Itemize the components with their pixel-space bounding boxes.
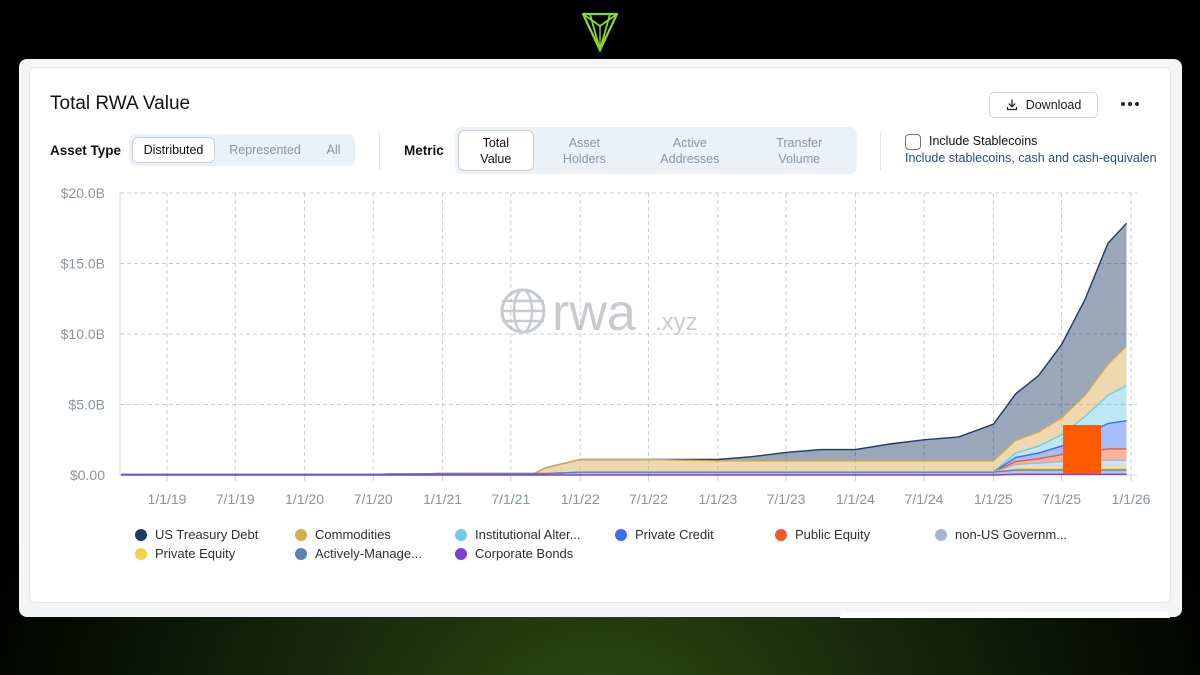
legend-swatch: [615, 528, 627, 541]
x-tick-label: 7/1/22: [629, 491, 668, 507]
x-tick-label: 1/1/25: [974, 491, 1013, 507]
area-us-treasury-debt: [121, 223, 1127, 475]
highlight-marker: [1063, 425, 1101, 474]
download-button[interactable]: Download: [989, 92, 1098, 118]
line-corporate-bonds: [121, 473, 1127, 476]
legend-item[interactable]: non-US Governm...: [935, 527, 1067, 542]
y-tick-label: $15.0B: [61, 256, 105, 272]
x-tick-label: 1/1/20: [285, 491, 324, 507]
metric-label: Metric: [404, 143, 444, 158]
include-stablecoins-description: Include stablecoins, cash and cash-equiv…: [905, 151, 1157, 165]
metric-segmented: Total Value Asset Holders Active Addresses …: [455, 127, 857, 174]
x-tick-label: 1/1/23: [698, 491, 737, 507]
asset-type-segmented: Distributed Represented All: [129, 134, 355, 166]
x-tick-label: 1/1/22: [561, 491, 600, 507]
asset-type-represented[interactable]: Represented: [229, 143, 301, 157]
legend-item[interactable]: Institutional Alter...: [455, 527, 581, 542]
x-tick-label: 1/1/26: [1112, 491, 1151, 507]
include-stablecoins-label[interactable]: Include Stablecoins: [929, 134, 1038, 148]
legend-swatch: [135, 547, 147, 560]
metric-asset-holders[interactable]: Asset Holders: [562, 135, 606, 166]
legend-label: Corporate Bonds: [475, 546, 574, 561]
legend-item[interactable]: Private Equity: [135, 546, 235, 561]
x-tick-label: 7/1/19: [216, 491, 255, 507]
legend-item[interactable]: Corporate Bonds: [455, 546, 573, 561]
x-tick-label: 7/1/24: [905, 491, 944, 507]
legend-label: Public Equity: [795, 527, 871, 542]
x-tick-label: 1/1/24: [836, 491, 875, 507]
y-tick-label: $20.0B: [61, 185, 105, 201]
metric-transfer-volume[interactable]: Transfer Volume: [776, 135, 823, 166]
watermark-text: rwa: [552, 284, 636, 342]
include-stablecoins-checkbox[interactable]: [905, 134, 921, 150]
legend-item[interactable]: US Treasury Debt: [135, 527, 258, 542]
asset-type-all[interactable]: All: [326, 143, 341, 157]
y-tick-label: $10.0B: [61, 326, 105, 342]
x-tick-label: 7/1/23: [767, 491, 806, 507]
legend-swatch: [455, 547, 467, 560]
watermark-logo: rwa .xyz: [500, 284, 698, 342]
legend-label: Commodities: [315, 527, 391, 542]
y-tick-label: $5.0B: [68, 397, 105, 413]
x-tick-label: 1/1/19: [148, 491, 187, 507]
x-tick-label: 7/1/25: [1042, 491, 1081, 507]
legend-item[interactable]: Commodities: [295, 527, 391, 542]
page-title: Total RWA Value: [50, 93, 191, 114]
x-tick-label: 7/1/21: [491, 491, 530, 507]
brand-logo-icon: [581, 12, 619, 52]
y-tick-label: $0.00: [70, 467, 105, 483]
card-edge-strip: [840, 612, 1170, 618]
legend-label: non-US Governm...: [955, 527, 1067, 542]
legend-label: Actively-Manage...: [315, 546, 422, 561]
metric-active-addresses[interactable]: Active Addresses: [660, 135, 720, 166]
divider: [379, 132, 380, 170]
more-horizontal-icon[interactable]: [1121, 102, 1139, 106]
legend-swatch: [455, 528, 467, 541]
line-actively-managed-strategies: [121, 469, 1127, 475]
legend-swatch: [935, 528, 947, 541]
legend-item[interactable]: Private Credit: [615, 527, 714, 542]
legend-swatch: [295, 528, 307, 541]
legend-swatch: [295, 547, 307, 560]
legend-item[interactable]: Actively-Manage...: [295, 546, 422, 561]
x-tick-label: 1/1/21: [423, 491, 462, 507]
asset-type-label: Asset Type: [50, 143, 122, 158]
divider: [880, 132, 881, 170]
legend-item[interactable]: Public Equity: [775, 527, 870, 542]
metric-total-value[interactable]: Total Value: [458, 130, 534, 171]
legend-label: Institutional Alter...: [475, 527, 581, 542]
x-tick-label: 7/1/20: [354, 491, 393, 507]
legend-swatch: [775, 528, 787, 541]
watermark-suffix: .xyz: [655, 309, 698, 336]
asset-type-distributed[interactable]: Distributed: [132, 137, 215, 163]
download-label: Download: [1025, 98, 1082, 112]
download-icon: [1006, 99, 1017, 111]
legend-swatch: [135, 528, 147, 541]
legend-label: Private Credit: [635, 527, 714, 542]
legend-label: US Treasury Debt: [155, 527, 259, 542]
legend-label: Private Equity: [155, 546, 236, 561]
